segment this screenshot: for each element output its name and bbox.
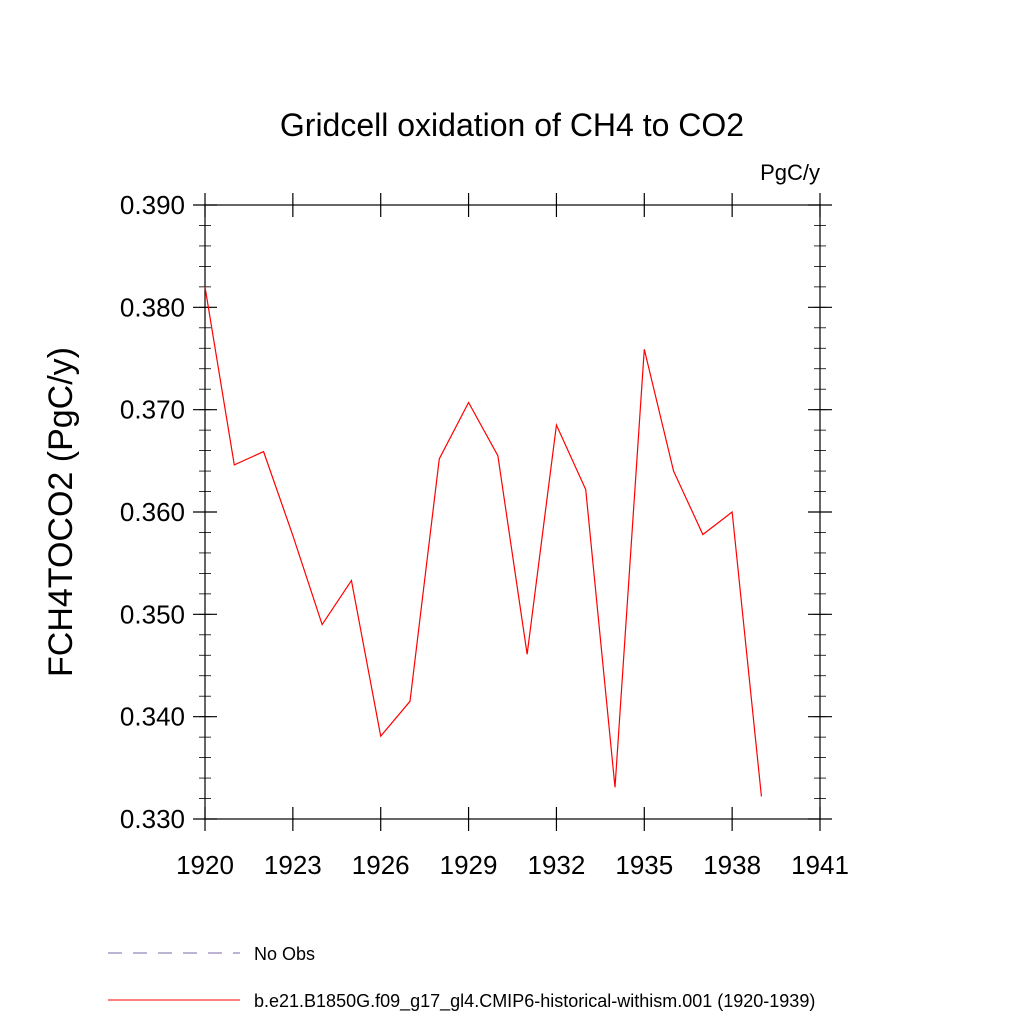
chart-title: Gridcell oxidation of CH4 to CO2 <box>280 107 744 143</box>
x-tick-label: 1935 <box>615 850 673 880</box>
legend-label-0: No Obs <box>254 944 315 964</box>
x-tick-labels: 1920 1923 1926 1929 1932 1935 1938 1941 <box>176 850 849 880</box>
x-tick-label: 1926 <box>352 850 410 880</box>
y-tick-label: 0.380 <box>120 292 185 322</box>
y-tick-label: 0.390 <box>120 190 185 220</box>
x-tick-label: 1938 <box>703 850 761 880</box>
y-tick-label: 0.370 <box>120 395 185 425</box>
axis-ticks <box>193 193 832 831</box>
units-label: PgC/y <box>760 160 820 185</box>
x-tick-label: 1920 <box>176 850 234 880</box>
y-tick-label: 0.350 <box>120 599 185 629</box>
series-layer <box>204 286 763 797</box>
y-tick-label: 0.360 <box>120 497 185 527</box>
y-tick-label: 0.330 <box>120 804 185 834</box>
y-axis-label: FCH4TOCO2 (PgC/y) <box>42 347 80 677</box>
x-tick-label: 1923 <box>264 850 322 880</box>
legend: No Obs b.e21.B1850G.f09_g17_gl4.CMIP6-his… <box>108 944 815 1012</box>
series-line-0 <box>204 286 763 797</box>
plot-frame <box>204 204 821 820</box>
legend-label-1: b.e21.B1850G.f09_g17_gl4.CMIP6-historica… <box>254 991 815 1012</box>
x-tick-label: 1932 <box>528 850 586 880</box>
x-tick-label: 1941 <box>791 850 849 880</box>
y-tick-label: 0.340 <box>120 702 185 732</box>
x-tick-label: 1929 <box>440 850 498 880</box>
y-tick-labels: 0.330 0.340 0.350 0.360 0.370 0.380 0.390 <box>120 190 185 834</box>
